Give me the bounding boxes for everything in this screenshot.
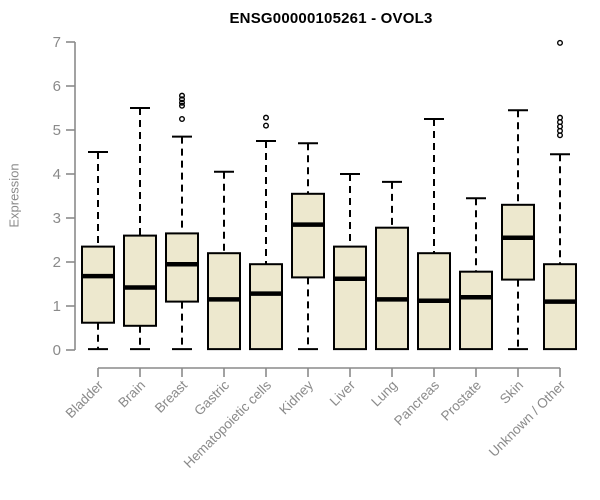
outlier-point bbox=[263, 114, 270, 121]
box-group-skin bbox=[501, 109, 535, 351]
box-group-prostate bbox=[459, 197, 493, 351]
outlier-point bbox=[557, 114, 564, 121]
x-category-label: Pancreas bbox=[391, 377, 442, 428]
y-tick-label: 2 bbox=[53, 254, 61, 271]
box-group-liver bbox=[333, 173, 367, 351]
outlier-point bbox=[557, 39, 564, 46]
box-rect bbox=[543, 263, 577, 351]
outlier-point bbox=[178, 99, 185, 106]
x-category-label: Liver bbox=[327, 377, 359, 409]
chart-title: ENSG00000105261 - OVOL3 bbox=[229, 10, 433, 27]
y-tick-label: 0 bbox=[53, 342, 61, 359]
outlier-point bbox=[178, 92, 185, 99]
y-tick-label: 1 bbox=[53, 298, 61, 315]
x-category-label: Breast bbox=[152, 377, 190, 415]
box-group-lung bbox=[375, 180, 409, 351]
box-rect bbox=[459, 270, 493, 351]
box-group-hematopoietic-cells bbox=[249, 114, 283, 351]
x-category-label: Kidney bbox=[276, 377, 316, 417]
y-tick-label: 3 bbox=[53, 210, 61, 227]
y-tick-label: 4 bbox=[53, 166, 61, 183]
x-category-label: Bladder bbox=[63, 377, 107, 421]
box-rect bbox=[375, 226, 409, 351]
x-category-label: Brain bbox=[115, 378, 148, 411]
x-category-label: Unknown / Other bbox=[486, 377, 569, 460]
box-rect bbox=[123, 234, 157, 327]
box-rect bbox=[81, 245, 115, 324]
outlier-point bbox=[178, 102, 185, 109]
box-rect bbox=[165, 232, 199, 303]
y-tick-label: 5 bbox=[53, 122, 61, 139]
box-group-pancreas bbox=[417, 118, 451, 351]
box-rect bbox=[501, 203, 535, 281]
box-rect bbox=[249, 263, 283, 351]
y-tick-label: 7 bbox=[53, 34, 61, 51]
x-category-label: Skin bbox=[497, 378, 526, 407]
outlier-point bbox=[178, 115, 185, 122]
box-rect bbox=[291, 192, 325, 279]
box-group-bladder bbox=[81, 151, 115, 351]
box-rect bbox=[333, 245, 367, 351]
box-group-brain bbox=[123, 107, 157, 351]
outlier-point bbox=[178, 96, 185, 103]
outlier-point bbox=[263, 122, 270, 129]
y-axis: 0 1 2 3 4 5 6 7 bbox=[53, 34, 76, 359]
box-group-unknown-other bbox=[543, 39, 577, 351]
box-group-breast bbox=[165, 92, 199, 351]
box-group-gastric bbox=[207, 170, 241, 351]
box-group-kidney bbox=[291, 142, 325, 351]
y-tick-label: 6 bbox=[53, 78, 61, 95]
x-category-label: Lung bbox=[368, 378, 400, 410]
x-category-label: Gastric bbox=[191, 377, 232, 418]
x-category-label: Prostate bbox=[438, 378, 484, 424]
